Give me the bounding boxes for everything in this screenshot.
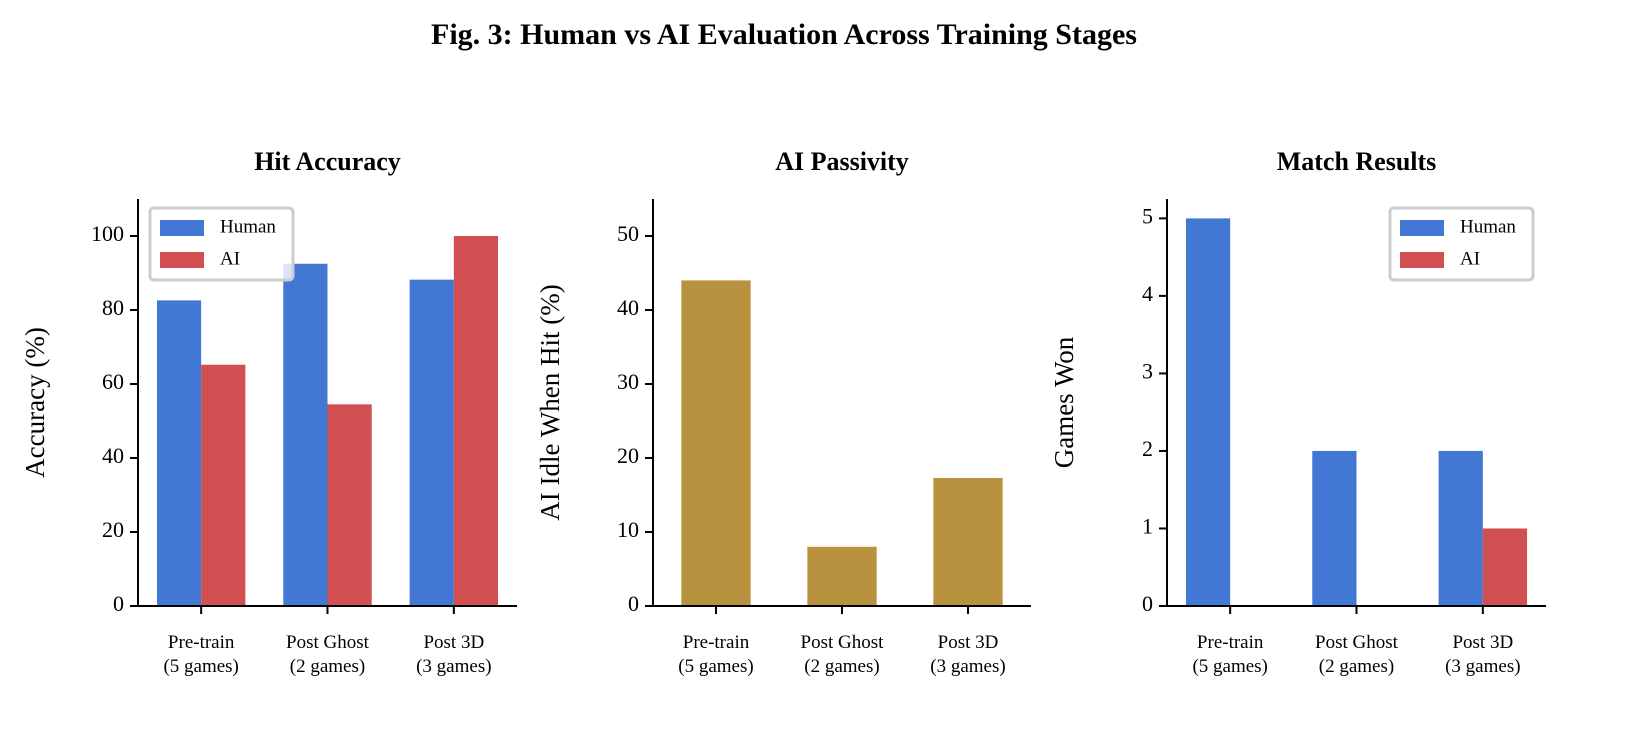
legend-swatch	[160, 220, 204, 236]
y-tick-label: 100	[91, 221, 124, 246]
x-tick-label: Pre-train (5 games)	[678, 632, 753, 677]
x-tick-label: Post 3D (3 games)	[1445, 632, 1520, 677]
y-tick-label: 20	[102, 517, 124, 542]
bar	[453, 236, 499, 606]
bar	[156, 300, 202, 606]
y-tick-label: 4	[1142, 281, 1153, 306]
subplot-title: AI Passivity	[775, 147, 909, 176]
y-tick-label: 2	[1142, 436, 1153, 461]
legend-swatch	[160, 252, 204, 268]
y-tick-label: 60	[102, 369, 124, 394]
y-tick-label: 30	[617, 369, 639, 394]
y-axis-label: Games Won	[1049, 336, 1079, 468]
y-tick-label: 3	[1142, 358, 1153, 383]
bar	[283, 263, 328, 606]
x-tick-label: Post Ghost (2 games)	[1315, 632, 1399, 677]
bar	[681, 280, 751, 606]
legend-label: Human	[1460, 216, 1516, 237]
bar	[1438, 450, 1483, 606]
bar	[1185, 218, 1231, 606]
x-tick-label: Post Ghost (2 games)	[801, 632, 885, 677]
x-tick-label: Post 3D (3 games)	[930, 632, 1005, 677]
bar	[327, 404, 372, 606]
bar	[1312, 450, 1357, 606]
y-tick-label: 0	[113, 591, 124, 616]
legend-swatch	[1400, 252, 1444, 268]
subplot-title: Match Results	[1277, 147, 1437, 176]
legend-label: AI	[1460, 248, 1480, 269]
bar	[1482, 528, 1528, 606]
bar	[933, 477, 1003, 606]
x-tick-label: Post 3D (3 games)	[416, 632, 491, 677]
legend-label: Human	[220, 216, 276, 237]
y-tick-label: 40	[102, 443, 124, 468]
y-tick-label: 1	[1142, 514, 1153, 539]
legend-label: AI	[220, 248, 240, 269]
x-tick-label: Pre-train (5 games)	[1192, 632, 1267, 677]
y-axis-label: Accuracy (%)	[20, 327, 50, 478]
legend-swatch	[1400, 220, 1444, 236]
bar	[409, 279, 454, 606]
subplot-title: Hit Accuracy	[254, 147, 401, 176]
y-tick-label: 80	[102, 295, 124, 320]
y-tick-label: 10	[617, 517, 639, 542]
y-tick-label: 50	[617, 221, 639, 246]
x-tick-label: Post Ghost (2 games)	[286, 632, 370, 677]
y-axis-label: AI Idle When Hit (%)	[535, 284, 565, 520]
x-tick-label: Pre-train (5 games)	[163, 632, 238, 677]
y-tick-label: 20	[617, 443, 639, 468]
bar	[807, 546, 877, 606]
y-tick-label: 0	[1142, 591, 1153, 616]
y-tick-label: 40	[617, 295, 639, 320]
y-tick-label: 5	[1142, 203, 1153, 228]
y-tick-label: 0	[628, 591, 639, 616]
bar	[201, 364, 246, 606]
figure-title: Fig. 3: Human vs AI Evaluation Across Tr…	[431, 18, 1137, 51]
